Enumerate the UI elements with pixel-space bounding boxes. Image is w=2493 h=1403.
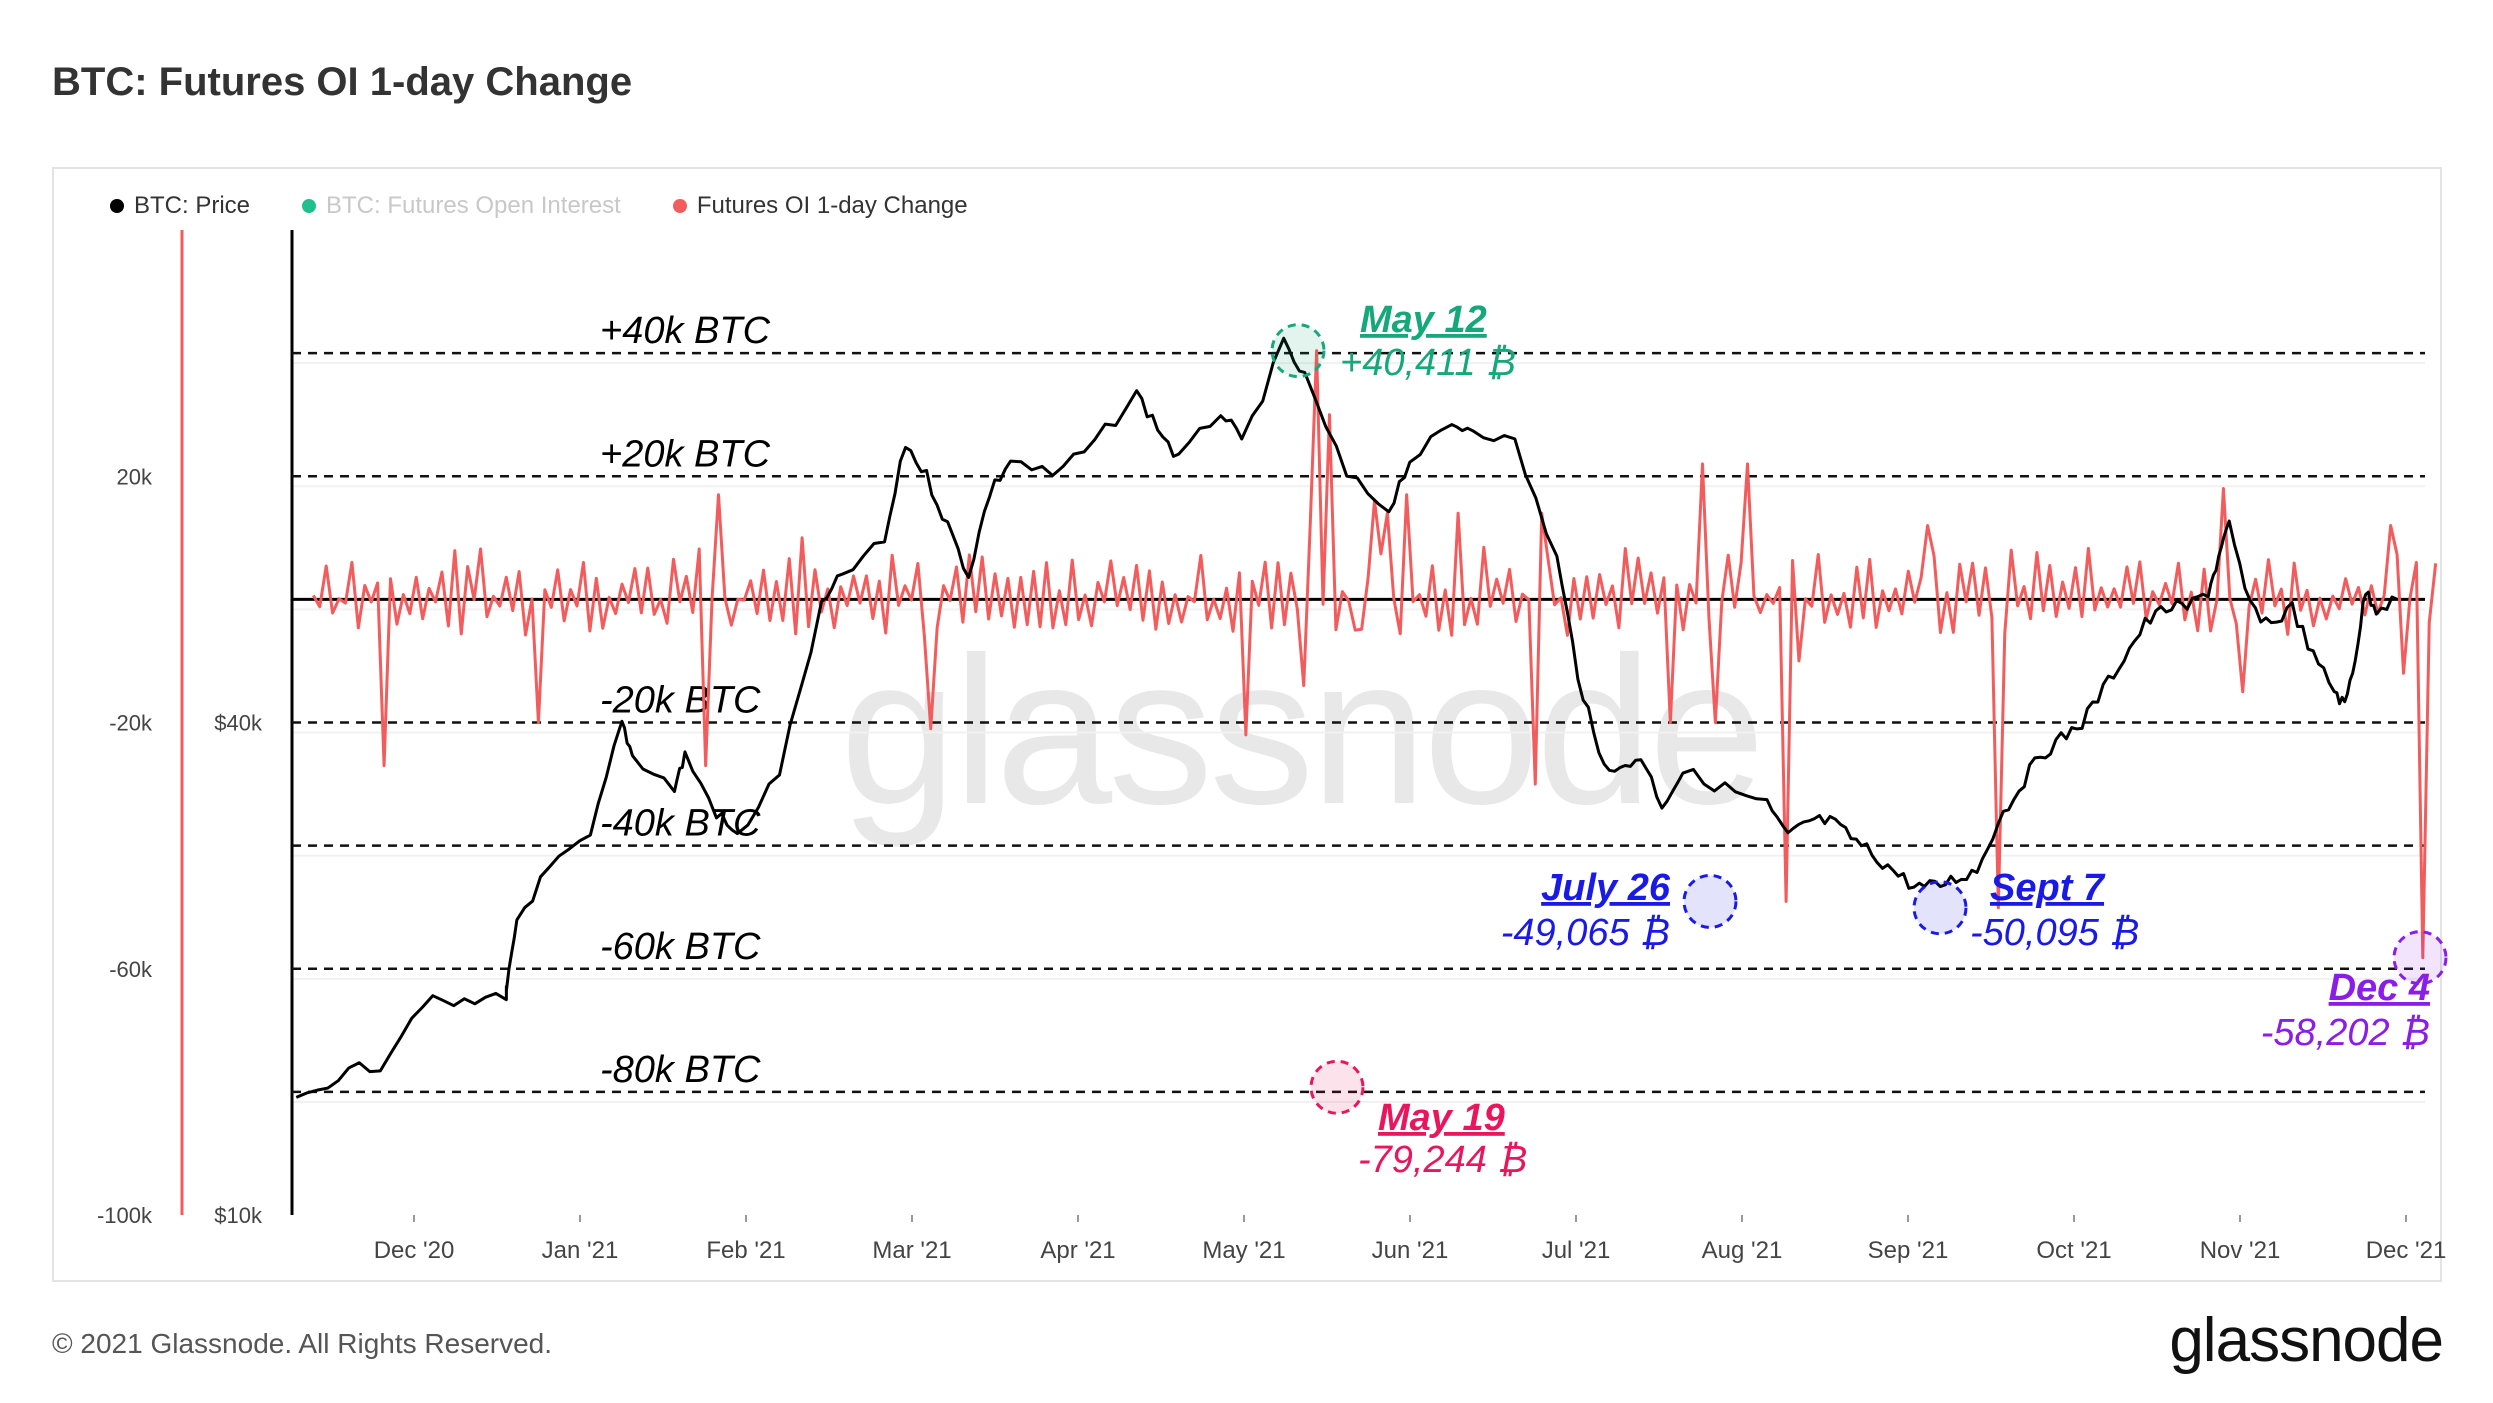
x-tick-label: Dec '21 — [2366, 1237, 2447, 1264]
x-tick-label: Sep '21 — [1868, 1237, 1949, 1264]
x-tick-label: Jul '21 — [1542, 1237, 1611, 1264]
annotation-date: May 12 — [1360, 299, 1487, 341]
annotation-value: +40,411 ₿ — [1340, 342, 1516, 384]
x-tick-label: Dec '20 — [374, 1237, 455, 1264]
annotation-marker — [2392, 930, 2448, 986]
reference-line-label: +20k BTC — [600, 433, 771, 475]
annotation-value: -49,065 ₿ — [1501, 912, 1670, 954]
x-tick-label: Aug '21 — [1702, 1237, 1783, 1264]
chart-frame — [52, 167, 2442, 1282]
x-tick-label: Feb '21 — [706, 1237, 785, 1264]
y-tick-label: -60k — [109, 957, 153, 982]
reference-line-label: -60k BTC — [600, 926, 761, 968]
annotation-date: July 26 — [1541, 867, 1671, 909]
x-tick-label: Jun '21 — [1372, 1237, 1449, 1264]
annotation-marker — [1682, 873, 1738, 929]
annotation-date: Dec 4 — [2329, 967, 2430, 1009]
reference-line-label: -20k BTC — [600, 680, 761, 722]
chart-title: BTC: Futures OI 1-day Change — [52, 60, 633, 104]
x-tick-label: Nov '21 — [2200, 1237, 2281, 1264]
legend-item-oi-change[interactable]: Futures OI 1-day Change — [672, 192, 968, 220]
legend-label: Futures OI 1-day Change — [696, 192, 968, 219]
chart-legend: BTC: Price BTC: Futures Open Interest Fu… — [110, 192, 968, 220]
x-tick-label: Jan '21 — [542, 1237, 619, 1264]
reference-line-label: -80k BTC — [600, 1049, 761, 1091]
legend-label: BTC: Futures Open Interest — [326, 192, 621, 219]
y-tick-label: -100k — [97, 1203, 153, 1228]
legend-dot-icon — [672, 199, 687, 213]
x-tick-label: Oct '21 — [2036, 1237, 2111, 1264]
price-tick-label: $40k — [214, 711, 263, 736]
brand-logo: glassnode — [2169, 1306, 2444, 1375]
copyright-footer: © 2021 Glassnode. All Rights Reserved. — [52, 1328, 553, 1359]
legend-label: BTC: Price — [134, 192, 251, 219]
annotation-date: May 19 — [1378, 1097, 1505, 1139]
watermark: glassnode — [840, 613, 1765, 848]
x-tick-label: May '21 — [1202, 1237, 1285, 1264]
annotation-marker — [1270, 323, 1326, 379]
annotation-value: -79,244 ₿ — [1358, 1139, 1527, 1181]
y-tick-label: -20k — [109, 711, 153, 736]
legend-item-price[interactable]: BTC: Price — [110, 192, 250, 220]
price-series-line — [295, 336, 2398, 1099]
annotation-date: Sept 7 — [1990, 867, 2106, 909]
reference-line-label: +40k BTC — [600, 310, 771, 352]
legend-dot-icon — [110, 199, 124, 213]
annotation-value: -58,202 ₿ — [2261, 1012, 2430, 1054]
annotation-marker — [1309, 1059, 1365, 1115]
x-tick-label: Mar '21 — [872, 1237, 951, 1264]
x-tick-label: Apr '21 — [1040, 1237, 1115, 1264]
price-tick-label: $10k — [214, 1203, 263, 1228]
y-tick-label: 20k — [117, 464, 153, 489]
annotation-value: -50,095 ₿ — [1970, 912, 2139, 954]
annotation-marker — [1912, 880, 1968, 936]
legend-dot-icon — [302, 199, 317, 213]
reference-line-label: -40k BTC — [600, 803, 761, 845]
legend-item-open-interest[interactable]: BTC: Futures Open Interest — [302, 192, 621, 220]
